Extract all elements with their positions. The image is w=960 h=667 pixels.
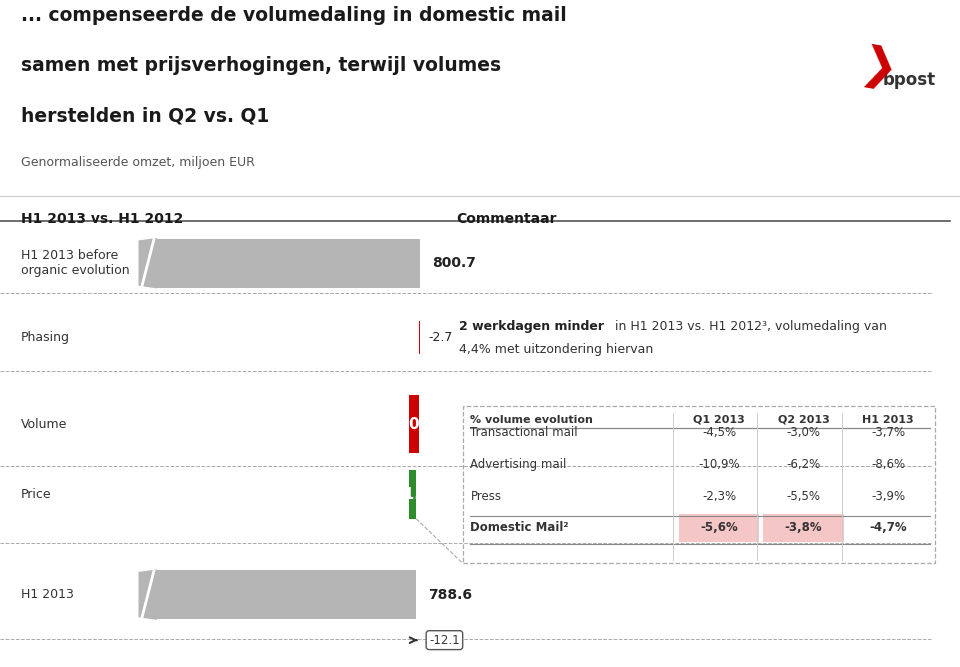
Text: herstelden in Q2 vs. Q1: herstelden in Q2 vs. Q1 [21, 106, 270, 125]
Bar [156, 239, 420, 287]
Text: -30.6: -30.6 [392, 417, 436, 432]
Text: -8,6%: -8,6% [871, 458, 905, 471]
Bar [156, 570, 417, 619]
Bar [679, 514, 759, 542]
Text: Press: Press [470, 490, 501, 503]
Text: -2.7: -2.7 [428, 331, 452, 344]
Text: -12.1: -12.1 [429, 634, 460, 646]
Text: ... compenseerde de volumedaling in domestic mail: ... compenseerde de volumedaling in dome… [21, 6, 566, 25]
Text: 800.7: 800.7 [432, 256, 476, 270]
Text: Domestic Mail²: Domestic Mail² [470, 522, 569, 534]
Text: 788.6: 788.6 [428, 588, 471, 602]
Text: Commentaar: Commentaar [456, 212, 557, 225]
Text: Advertising mail: Advertising mail [470, 458, 566, 471]
Text: -3,8%: -3,8% [784, 522, 823, 534]
Text: -2,3%: -2,3% [702, 490, 736, 503]
Text: -5,5%: -5,5% [786, 490, 821, 503]
Text: 2 werkdagen minder: 2 werkdagen minder [459, 319, 604, 333]
Text: bpost: bpost [883, 71, 936, 89]
Bar [409, 395, 420, 454]
Text: 4,4% met uitzondering hiervan: 4,4% met uitzondering hiervan [459, 343, 653, 356]
Text: Genormaliseerde omzet, miljoen EUR: Genormaliseerde omzet, miljoen EUR [21, 156, 255, 169]
Text: Transactional mail: Transactional mail [470, 426, 578, 439]
Text: -3,0%: -3,0% [786, 426, 821, 439]
Text: -5,6%: -5,6% [700, 522, 738, 534]
Polygon shape [139, 239, 156, 287]
Text: samen met prijsverhogingen, terwijl volumes: samen met prijsverhogingen, terwijl volu… [21, 56, 501, 75]
Text: H1 2013 vs. H1 2012: H1 2013 vs. H1 2012 [21, 212, 183, 225]
Text: -10,9%: -10,9% [698, 458, 740, 471]
Bar [763, 514, 844, 542]
Text: 21.2: 21.2 [394, 487, 431, 502]
Bar [409, 470, 417, 519]
Text: in H1 2013 vs. H1 2012³, volumedaling van: in H1 2013 vs. H1 2012³, volumedaling va… [611, 319, 886, 333]
Text: -4,5%: -4,5% [702, 426, 736, 439]
Text: % volume evolution: % volume evolution [470, 415, 593, 425]
Text: -4,7%: -4,7% [869, 522, 907, 534]
Text: Volume: Volume [21, 418, 67, 431]
Text: Phasing: Phasing [21, 331, 70, 344]
Text: H1 2013: H1 2013 [862, 415, 914, 425]
Text: Q2 2013: Q2 2013 [778, 415, 829, 425]
Text: H1 2013 before
organic evolution: H1 2013 before organic evolution [21, 249, 130, 277]
Text: -6,2%: -6,2% [786, 458, 821, 471]
Text: Q1 2013: Q1 2013 [693, 415, 745, 425]
Text: ❯: ❯ [856, 44, 900, 94]
Polygon shape [139, 570, 156, 619]
Text: -3,9%: -3,9% [871, 490, 905, 503]
Text: H1 2013: H1 2013 [21, 588, 74, 601]
Text: -3,7%: -3,7% [871, 426, 905, 439]
Text: Price: Price [21, 488, 52, 501]
